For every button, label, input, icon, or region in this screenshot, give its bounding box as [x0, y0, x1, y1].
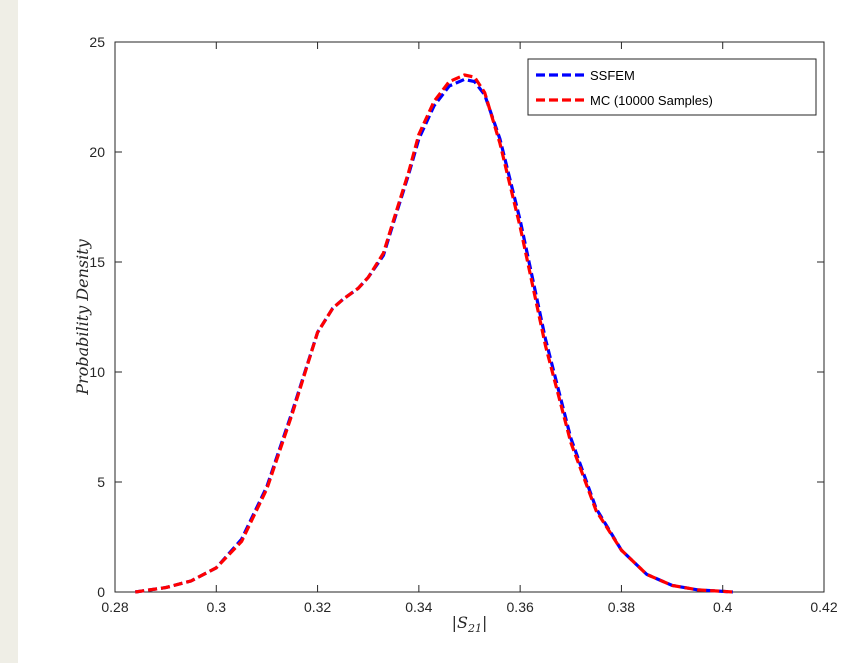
- x-tick-label: 0.42: [810, 599, 837, 615]
- figure: 0.28 0.3 0.32 0.34 0.36 0.38 0.4 0.42 0 5 10 15 20 25…: [18, 0, 850, 663]
- legend: SSFEM MC (10000 Samples): [527, 58, 817, 116]
- y-tick-label: 20: [89, 144, 105, 160]
- y-tick-label: 10: [89, 364, 105, 380]
- plot-area: 0.28 0.3 0.32 0.34 0.36 0.38 0.4 0.42 0 5 10 15 20 25: [89, 34, 837, 615]
- x-axis-label-end: |: [482, 613, 487, 632]
- x-tick-label: 0.4: [713, 599, 733, 615]
- y-axis-label: Probability Density: [73, 238, 92, 395]
- x-tick-label: 0.38: [608, 599, 635, 615]
- series-layer: [135, 73, 733, 594]
- line-chart: 0.28 0.3 0.32 0.34 0.36 0.38 0.4 0.42 0 5 10 15 20 25…: [73, 34, 838, 635]
- legend-label-0: SSFEM: [590, 68, 635, 83]
- x-tick-label: 0.34: [405, 599, 432, 615]
- y-tick-label: 15: [89, 254, 105, 270]
- series-line-1: [135, 73, 733, 594]
- x-axis-label-main: |S: [452, 613, 468, 632]
- x-tick-label: 0.28: [101, 599, 128, 615]
- axes-box: [114, 41, 825, 593]
- legend-box: [527, 58, 817, 116]
- legend-label-1: MC (10000 Samples): [590, 93, 713, 108]
- x-tick-label: 0.32: [304, 599, 331, 615]
- ticks-layer: 0.28 0.3 0.32 0.34 0.36 0.38 0.4 0.42 0 5 10 15 20 25: [89, 34, 837, 615]
- x-axis-label: |S21|: [452, 613, 488, 635]
- y-tick-label: 25: [89, 34, 105, 50]
- y-tick-label: 5: [97, 474, 105, 490]
- x-tick-label: 0.36: [507, 599, 534, 615]
- x-axis-label-subscript: 21: [467, 622, 482, 635]
- y-tick-label: 0: [97, 584, 105, 600]
- x-tick-label: 0.3: [207, 599, 227, 615]
